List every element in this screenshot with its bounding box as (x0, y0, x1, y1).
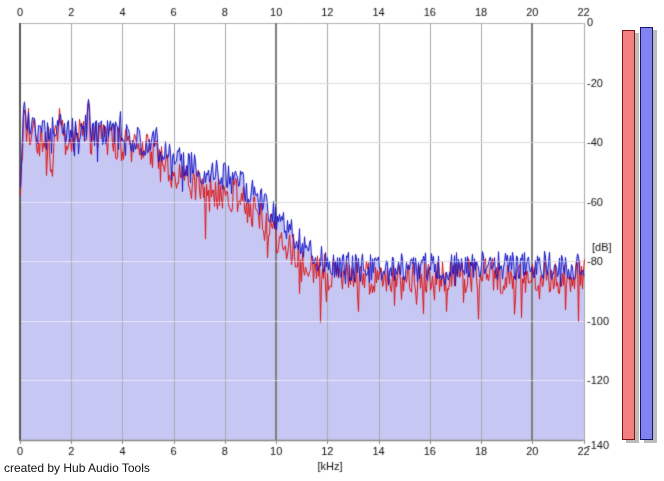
level-meter-right-blue (640, 27, 653, 440)
level-meter-left-red (622, 30, 635, 440)
credit-text: created by Hub Audio Tools (4, 461, 150, 475)
